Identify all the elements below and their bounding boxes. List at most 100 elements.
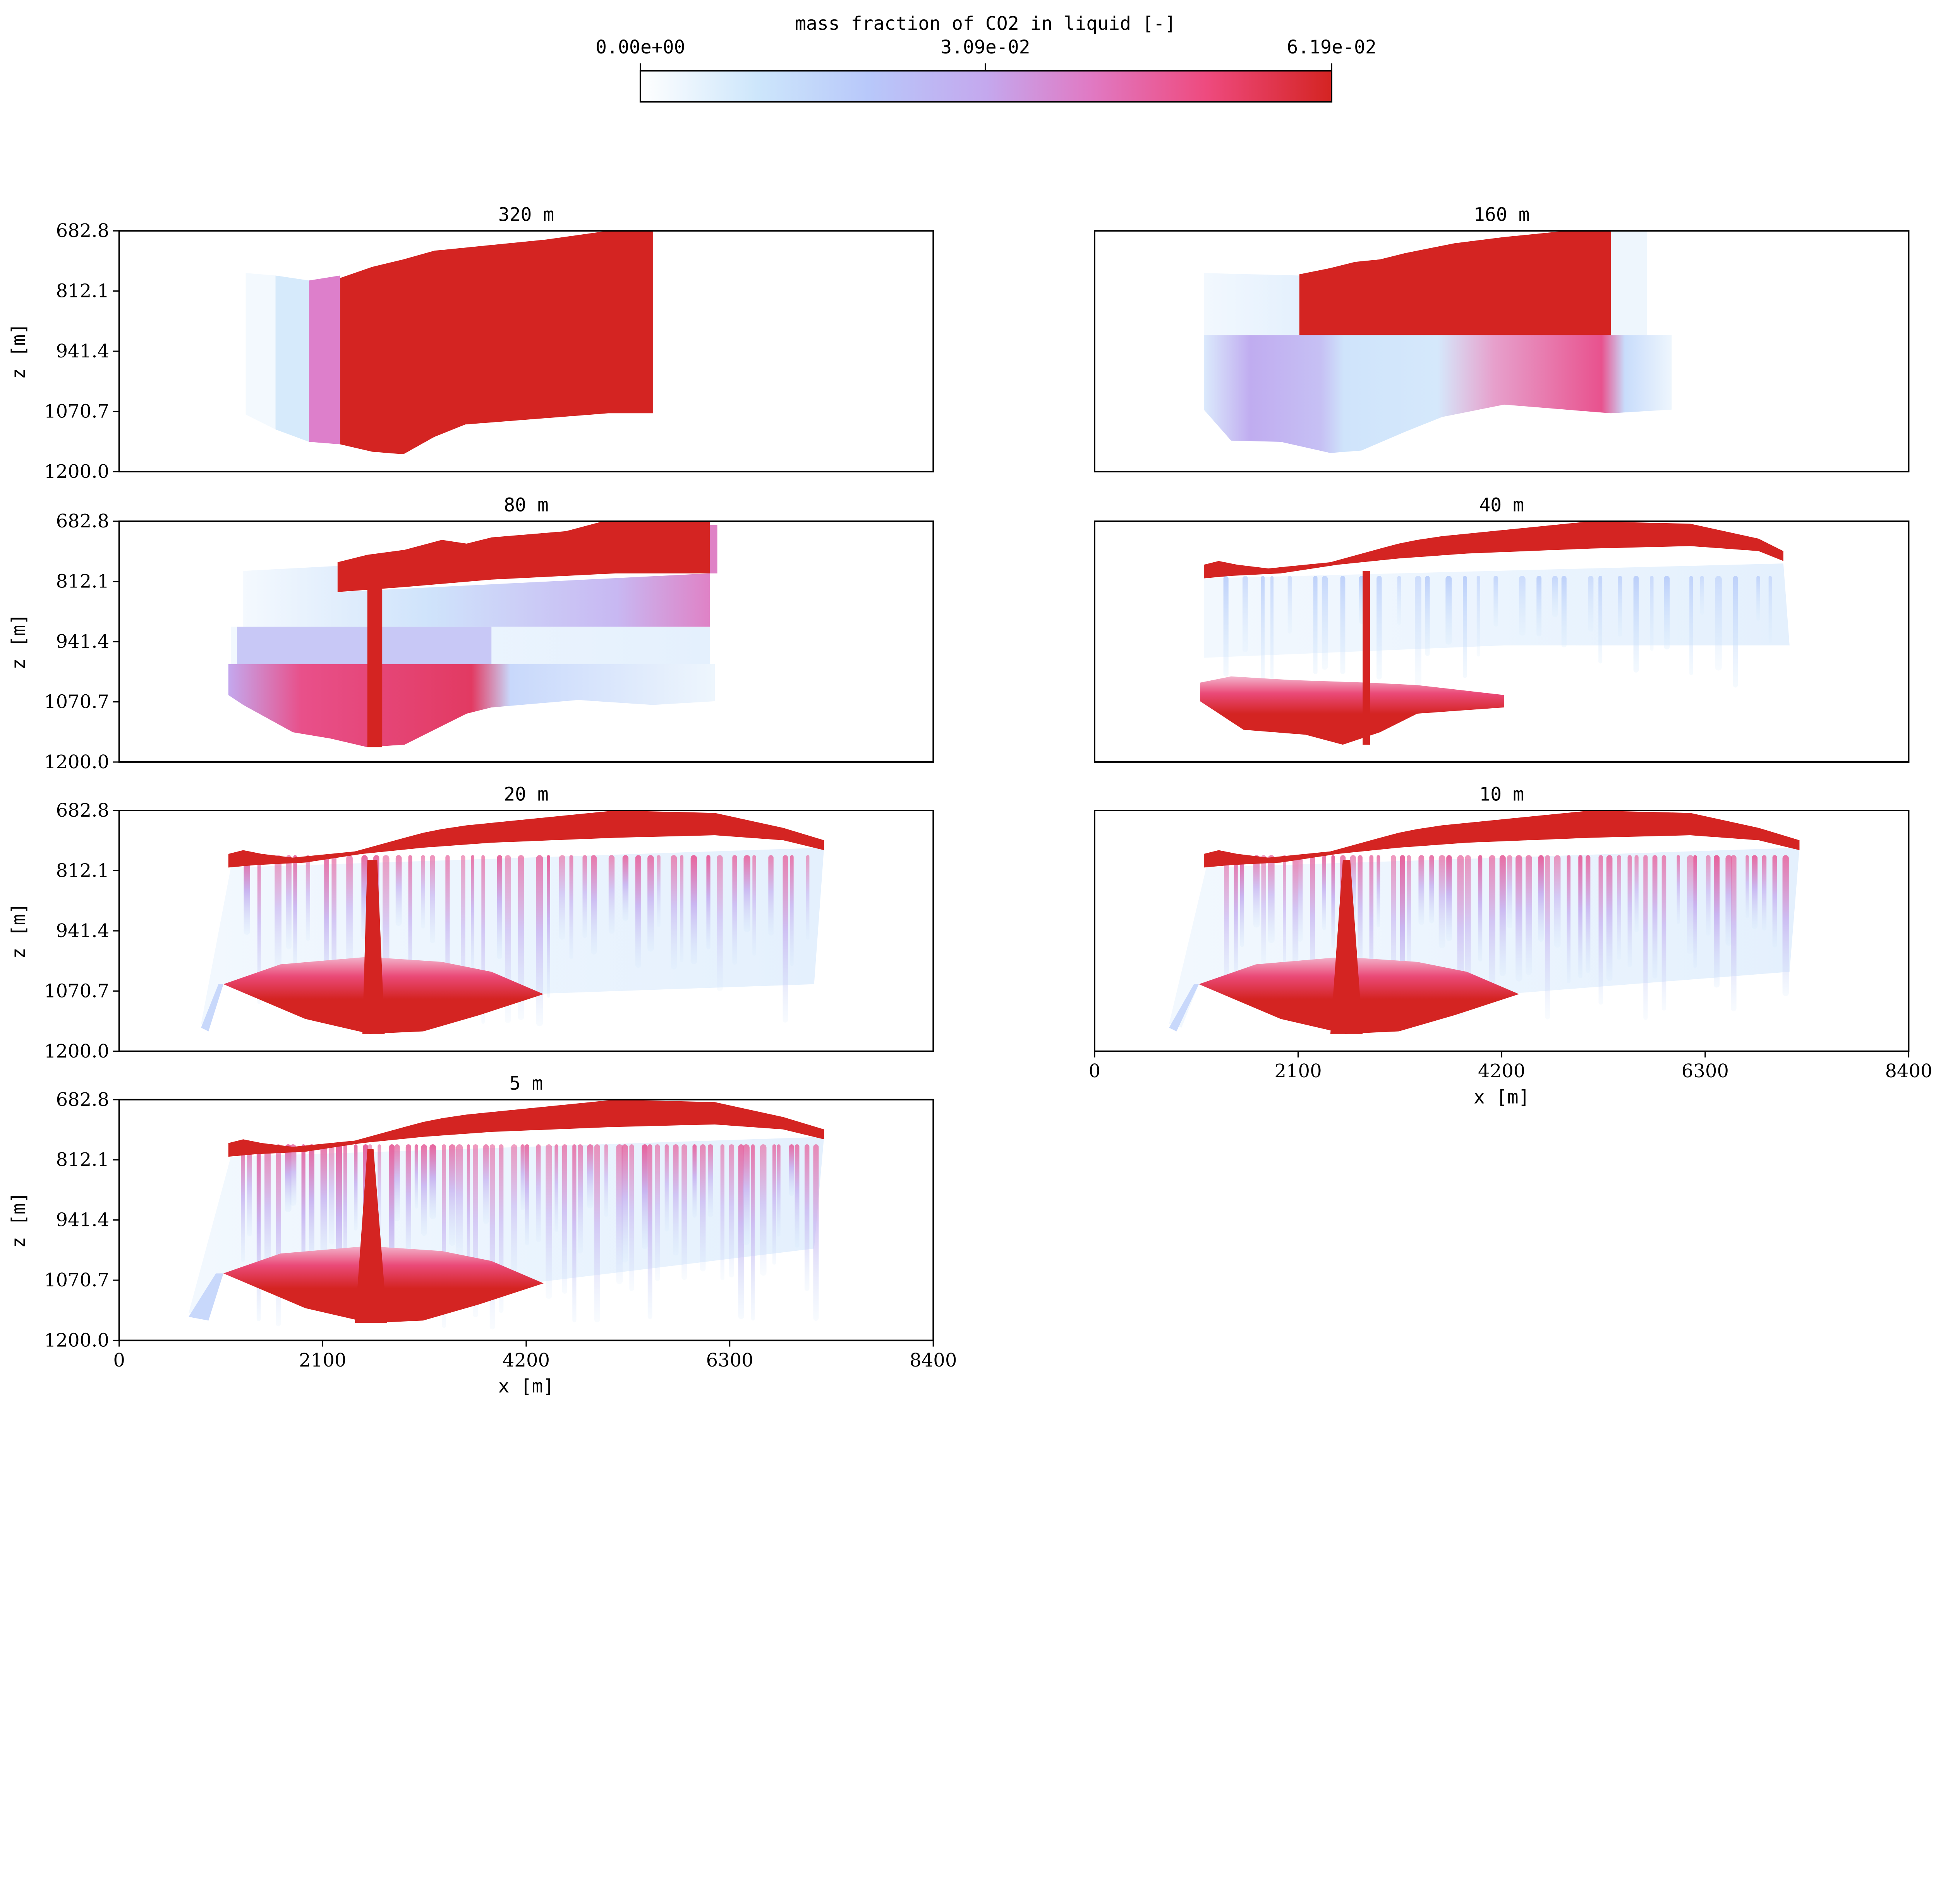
subplot-title: 40 m <box>1479 494 1524 516</box>
co2-finger <box>276 1144 281 1327</box>
co2-finger <box>671 855 677 970</box>
co2-finger <box>247 1144 252 1236</box>
co2-finger <box>572 1144 577 1323</box>
co2-finger <box>1261 855 1266 966</box>
co2-region-mid <box>710 525 717 573</box>
co2-finger <box>497 855 503 959</box>
co2-finger <box>1782 855 1789 996</box>
co2-column <box>367 587 383 747</box>
x-tick-label: 4200 <box>1478 1060 1525 1082</box>
co2-finger <box>546 1144 552 1299</box>
co2-finger <box>1287 576 1292 634</box>
co2-finger <box>1516 855 1522 982</box>
co2-finger <box>680 855 684 962</box>
co2-region-low <box>275 275 309 442</box>
co2-finger <box>647 1144 652 1319</box>
plot-area <box>189 1099 824 1330</box>
co2-finger <box>1465 855 1471 1009</box>
co2-finger <box>1376 576 1382 680</box>
co2-finger <box>1554 855 1561 948</box>
subplot-title: 10 m <box>1479 783 1524 805</box>
co2-finger <box>1700 576 1704 615</box>
co2-finger <box>547 855 550 998</box>
co2-finger <box>525 1144 529 1245</box>
co2-finger <box>1633 576 1639 673</box>
co2-finger <box>720 1144 724 1280</box>
co2-finger <box>729 1144 735 1278</box>
x-tick-label: 8400 <box>910 1349 957 1371</box>
x-tick-label: 0 <box>1089 1060 1101 1082</box>
co2-region-dissolved <box>237 627 492 664</box>
co2-finger <box>1234 855 1238 983</box>
co2-finger <box>795 1144 800 1248</box>
co2-finger <box>1567 855 1571 984</box>
y-tick-label: 812.1 <box>56 280 109 302</box>
co2-finger <box>1652 855 1658 979</box>
y-axis-label: z [m] <box>8 903 29 959</box>
x-tick-label: 4200 <box>503 1349 550 1371</box>
co2-plume-high <box>340 231 653 455</box>
co2-finger <box>346 855 353 972</box>
co2-finger <box>1283 855 1286 979</box>
co2-finger <box>594 1144 600 1323</box>
y-tick-label: 682.8 <box>56 510 109 532</box>
plot-area <box>228 521 717 747</box>
co2-finger <box>1756 576 1760 621</box>
y-tick-label: 682.8 <box>56 1089 109 1111</box>
co2-region-low <box>1611 231 1647 335</box>
plot-area <box>1200 521 1790 745</box>
co2-finger <box>1429 855 1434 924</box>
subplot-title: 80 m <box>504 494 549 516</box>
co2-plume-high <box>337 521 710 592</box>
co2-finger <box>286 855 292 949</box>
co2-finger <box>743 855 750 932</box>
co2-finger <box>1240 855 1244 947</box>
co2-finger <box>536 1144 541 1243</box>
co2-finger <box>635 855 642 968</box>
co2-finger <box>429 1144 436 1219</box>
co2-finger <box>1292 855 1299 975</box>
x-tick-label: 6300 <box>1682 1060 1729 1082</box>
co2-finger <box>732 855 737 965</box>
subplot-title: 20 m <box>504 783 549 805</box>
co2-finger <box>559 855 565 940</box>
co2-finger <box>1418 855 1425 925</box>
co2-finger <box>700 1144 706 1272</box>
subplot: 80 m 682.8 812.1 941.4 1070.7 1200.0 z [m] <box>8 494 934 773</box>
co2-finger <box>1664 576 1670 650</box>
co2-finger <box>518 855 524 1020</box>
y-tick-label: 1200.0 <box>44 751 109 773</box>
co2-finger <box>1407 855 1411 978</box>
colorbar-label: mass fraction of CO2 in liquid [-] <box>795 13 1176 34</box>
co2-finger <box>275 855 281 975</box>
co2-finger <box>1268 855 1275 943</box>
co2-finger <box>414 1144 418 1209</box>
co2-column <box>1330 860 1363 1034</box>
co2-finger <box>354 1144 358 1231</box>
co2-finger <box>456 1144 463 1258</box>
co2-finger <box>1261 576 1265 682</box>
co2-finger <box>1310 855 1315 989</box>
co2-finger <box>1731 855 1737 1011</box>
co2-finger <box>1588 576 1594 632</box>
co2-caprock-layer <box>1203 810 1800 868</box>
co2-finger <box>1415 576 1421 686</box>
plot-area <box>245 231 653 455</box>
co2-finger <box>1489 855 1495 1002</box>
co2-finger <box>1224 855 1229 997</box>
co2-finger <box>395 855 402 926</box>
co2-column <box>355 1149 388 1323</box>
co2-caprock-layer <box>1203 521 1783 579</box>
co2-finger <box>511 1144 517 1280</box>
co2-finger <box>1661 855 1667 1011</box>
co2-finger <box>1752 855 1758 929</box>
co2-region-low <box>201 984 223 1032</box>
co2-finger <box>1253 855 1260 928</box>
co2-region-low <box>189 1273 223 1321</box>
y-tick-label: 682.8 <box>56 800 109 821</box>
co2-finger <box>405 1144 411 1262</box>
subplot: 5 m 682.8 812.1 941.4 1070.7 1200.00 2100 4200 6… <box>8 1073 957 1397</box>
co2-finger <box>647 855 654 952</box>
co2-finger <box>622 855 629 921</box>
co2-finger <box>642 1144 648 1249</box>
